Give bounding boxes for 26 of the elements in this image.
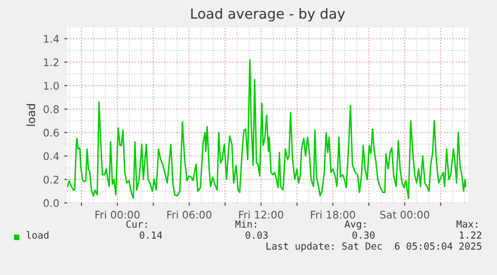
y-tick-label: 0.8 bbox=[44, 105, 59, 114]
y-tick-label: 0.0 bbox=[44, 199, 59, 208]
y-tick-label: 1.4 bbox=[44, 35, 59, 43]
y-tick-label: 1.0 bbox=[44, 82, 59, 90]
x-tick-label: Fri 00:00 bbox=[96, 210, 140, 219]
x-tick-label: Sat 00:00 bbox=[380, 210, 430, 219]
legend-label: load bbox=[26, 231, 48, 239]
text: Max: bbox=[456, 220, 478, 228]
y-tick-label: 1.2 bbox=[44, 58, 58, 66]
y-axis-title: load bbox=[26, 104, 36, 126]
line-series bbox=[67, 59, 466, 199]
chart-title: Load average - by day bbox=[191, 8, 345, 22]
y-tick-label: 0.6 bbox=[44, 128, 59, 137]
x-tick-label: Fri 06:00 bbox=[167, 210, 212, 219]
x-tick-label: Fri 18:00 bbox=[311, 210, 356, 219]
text: Cur: bbox=[126, 220, 147, 228]
text: 1.22 bbox=[460, 231, 482, 239]
text: Avg: bbox=[344, 220, 366, 230]
text: Min: bbox=[235, 220, 256, 228]
text: Last update: Sat Dec 6 05:05:04 2025 bbox=[266, 242, 482, 252]
text: 0.14 bbox=[140, 231, 162, 239]
text: 0.03 bbox=[246, 231, 268, 239]
x-tick-label: Fri 12:00 bbox=[239, 210, 284, 219]
text: 0.30 bbox=[352, 231, 375, 239]
y-tick-label: 0.2 bbox=[44, 176, 58, 184]
y-tick-label: 0.4 bbox=[44, 152, 59, 160]
